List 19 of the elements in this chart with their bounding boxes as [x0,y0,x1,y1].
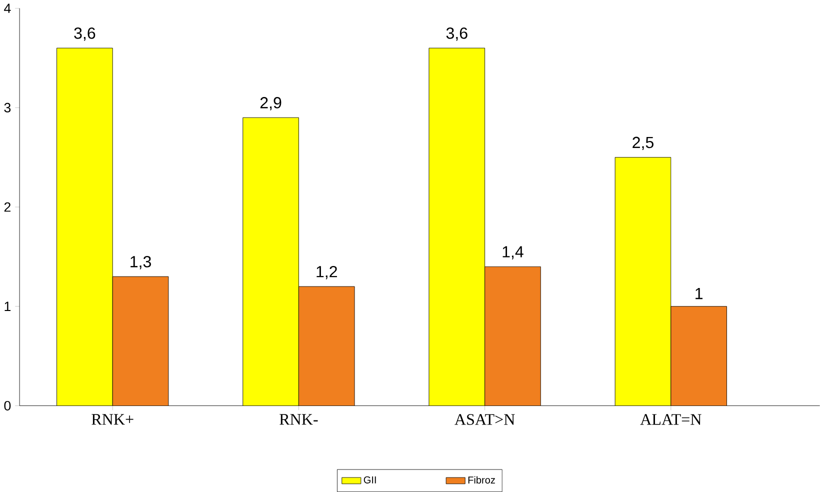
data-label: 1,2 [316,266,337,280]
data-label: 2,9 [260,97,282,110]
x-tick-label: ALAT=N [640,414,702,425]
x-tick-label: ASAT>N [454,414,515,425]
data-label: 3,6 [446,27,468,41]
y-tick-label: 3 [4,102,11,112]
y-tick-label: 0 [4,400,11,410]
data-label: 1 [696,288,702,300]
legend-label: Fibroz [468,476,495,484]
y-tick-label: 2 [4,202,10,212]
x-tick-label: RNK+ [92,414,134,425]
y-tick-label: 4 [4,4,11,13]
y-tick-label: 1 [4,302,11,311]
data-label: 1,4 [502,246,524,260]
data-label: 1,3 [130,256,151,270]
legend-label: GII [364,476,376,484]
data-label: 3,6 [74,27,96,41]
x-tick-label: RNK- [280,414,318,425]
data-label: 2,5 [632,136,654,150]
